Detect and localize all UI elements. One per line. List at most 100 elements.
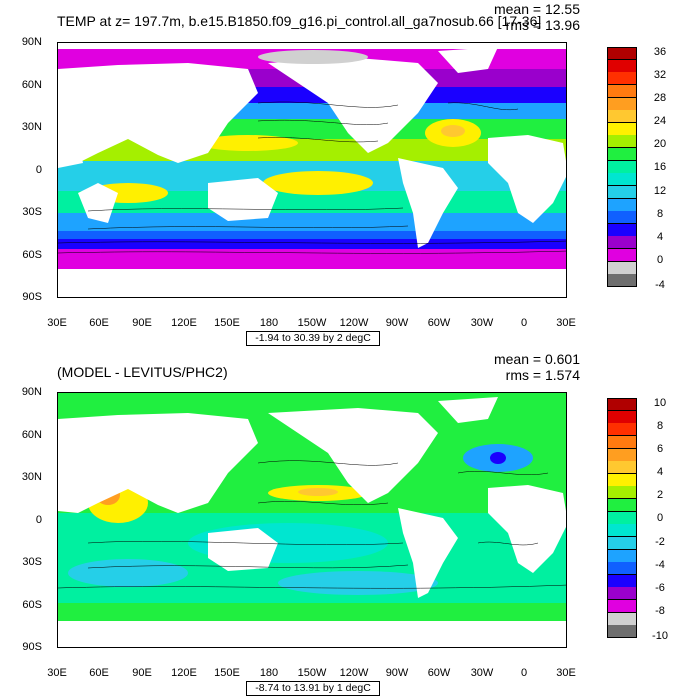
- colorbar-segment: [607, 211, 637, 225]
- colorbar-segment: [607, 448, 637, 462]
- colorbar-segment: [607, 423, 637, 437]
- lon-label: 120E: [171, 667, 197, 679]
- colorbar-segment: [607, 185, 637, 199]
- colorbar-segment: [607, 461, 637, 475]
- land-australia: [208, 178, 278, 221]
- top-colorbar-label: -4: [655, 279, 665, 291]
- top-map-svg: [58, 47, 566, 297]
- lon-label: 150E: [214, 667, 240, 679]
- lon-label: 30E: [47, 317, 67, 329]
- ocean-band-45s: [58, 231, 566, 239]
- top-map-rms: rms = 13.96: [505, 17, 580, 33]
- lat-label: 60S: [22, 249, 42, 261]
- lon-label: 120E: [171, 317, 197, 329]
- colorbar-segment: [607, 524, 637, 538]
- lon-label: 180: [259, 317, 279, 329]
- colorbar-segment: [607, 236, 637, 250]
- colorbar-segment: [607, 410, 637, 424]
- lat-label: 60N: [21, 429, 42, 441]
- colorbar-segment: [607, 549, 637, 563]
- bottom-map-svg: [58, 393, 566, 647]
- land-greenland: [438, 47, 498, 73]
- bottom-colorbar-label: 8: [656, 420, 664, 432]
- bottom-range-label: -8.74 to 13.91 by 1 degC: [246, 681, 380, 696]
- top-colorbar-label: 28: [653, 92, 667, 104]
- bottom-map-panel: (MODEL - LEVITUS/PHC2) mean = 0.601 rms …: [0, 350, 700, 700]
- top-colorbar-label: 24: [653, 115, 667, 127]
- bottom-colorbar-label: -2: [655, 536, 665, 548]
- top-colorbar-label: 0: [656, 254, 664, 266]
- land-eurasia: [58, 413, 258, 513]
- ocean-band-southern: [58, 249, 566, 269]
- lon-label: 90E: [132, 667, 152, 679]
- warm-gyre-north-pacific: [198, 135, 298, 151]
- top-map-mean: mean = 12.55: [493, 1, 580, 17]
- colorbar-segment: [607, 72, 637, 86]
- bottom-map-mean: mean = 0.601: [493, 351, 580, 367]
- colorbar-segment: [607, 135, 637, 149]
- land-antarctica: [58, 269, 566, 297]
- top-map-title: TEMP at z= 197.7m, b.e15.B1850.f09_g16.p…: [57, 13, 542, 29]
- lat-label: 30S: [22, 206, 42, 218]
- top-range-label: -1.94 to 30.39 by 2 degC: [246, 331, 380, 346]
- colorbar-segment: [607, 249, 637, 263]
- bottom-colorbar-label: 0: [656, 512, 664, 524]
- top-colorbar-label: 16: [653, 161, 667, 173]
- bottom-map-rms: rms = 1.574: [505, 367, 580, 383]
- lon-label: 150W: [297, 317, 327, 329]
- colorbar-segment: [607, 223, 637, 237]
- bottom-colorbar-label: -10: [652, 630, 668, 642]
- land-antarctica: [58, 621, 566, 647]
- land-south-america: [398, 158, 458, 248]
- colorbar-segment: [607, 398, 637, 411]
- top-colorbar: [607, 47, 637, 288]
- lat-label: 0: [35, 514, 42, 526]
- top-colorbar-label: 36: [653, 46, 667, 58]
- ocean-band-35s: [58, 213, 566, 231]
- colorbar-segment: [607, 625, 637, 639]
- colorbar-segment: [607, 148, 637, 162]
- land-greenland: [438, 397, 498, 423]
- lon-label: 60E: [89, 667, 109, 679]
- colorbar-segment: [607, 473, 637, 487]
- lat-label: 90S: [22, 291, 42, 303]
- top-colorbar-label: 20: [653, 138, 667, 150]
- colorbar-segment: [607, 84, 637, 98]
- land-australia: [208, 528, 278, 571]
- lat-label: 90N: [21, 36, 42, 48]
- bottom-colorbar-label: -6: [655, 582, 665, 594]
- top-colorbar-label: 8: [656, 208, 664, 220]
- lon-label: 30W: [470, 317, 494, 329]
- land-south-america: [398, 508, 458, 598]
- lon-label: 120W: [339, 667, 369, 679]
- warm-gyre-south-pacific: [263, 171, 373, 195]
- contour-lines: [58, 101, 566, 254]
- lat-label: 30S: [22, 556, 42, 568]
- warm-core-north-atlantic: [441, 125, 465, 137]
- lat-label: 60S: [22, 599, 42, 611]
- colorbar-segment: [607, 486, 637, 500]
- lon-label: 90W: [385, 317, 409, 329]
- colorbar-segment: [607, 499, 637, 513]
- bottom-colorbar-label: 4: [656, 466, 664, 478]
- bottom-map-plot: [57, 392, 567, 648]
- colorbar-segment: [607, 612, 637, 626]
- sea-ice-arctic: [258, 50, 368, 64]
- colorbar-segment: [607, 587, 637, 601]
- top-map-panel: TEMP at z= 197.7m, b.e15.B1850.f09_g16.p…: [21, 1, 667, 346]
- lat-label: 90N: [21, 386, 42, 398]
- land-north-america: [268, 408, 438, 503]
- land-africa: [488, 135, 566, 223]
- bottom-colorbar: [607, 398, 637, 639]
- lon-label: 30E: [556, 667, 576, 679]
- colorbar-segment: [607, 435, 637, 449]
- bottom-map-title: (MODEL - LEVITUS/PHC2): [57, 364, 228, 380]
- land-africa: [488, 485, 566, 573]
- colorbar-segment: [607, 160, 637, 174]
- colorbar-segment: [607, 574, 637, 588]
- colorbar-segment: [607, 97, 637, 111]
- lat-label: 60N: [21, 79, 42, 91]
- anomaly-indian-south: [68, 559, 188, 587]
- anomaly-north-atlantic-core: [490, 452, 506, 464]
- lon-label: 120W: [339, 317, 369, 329]
